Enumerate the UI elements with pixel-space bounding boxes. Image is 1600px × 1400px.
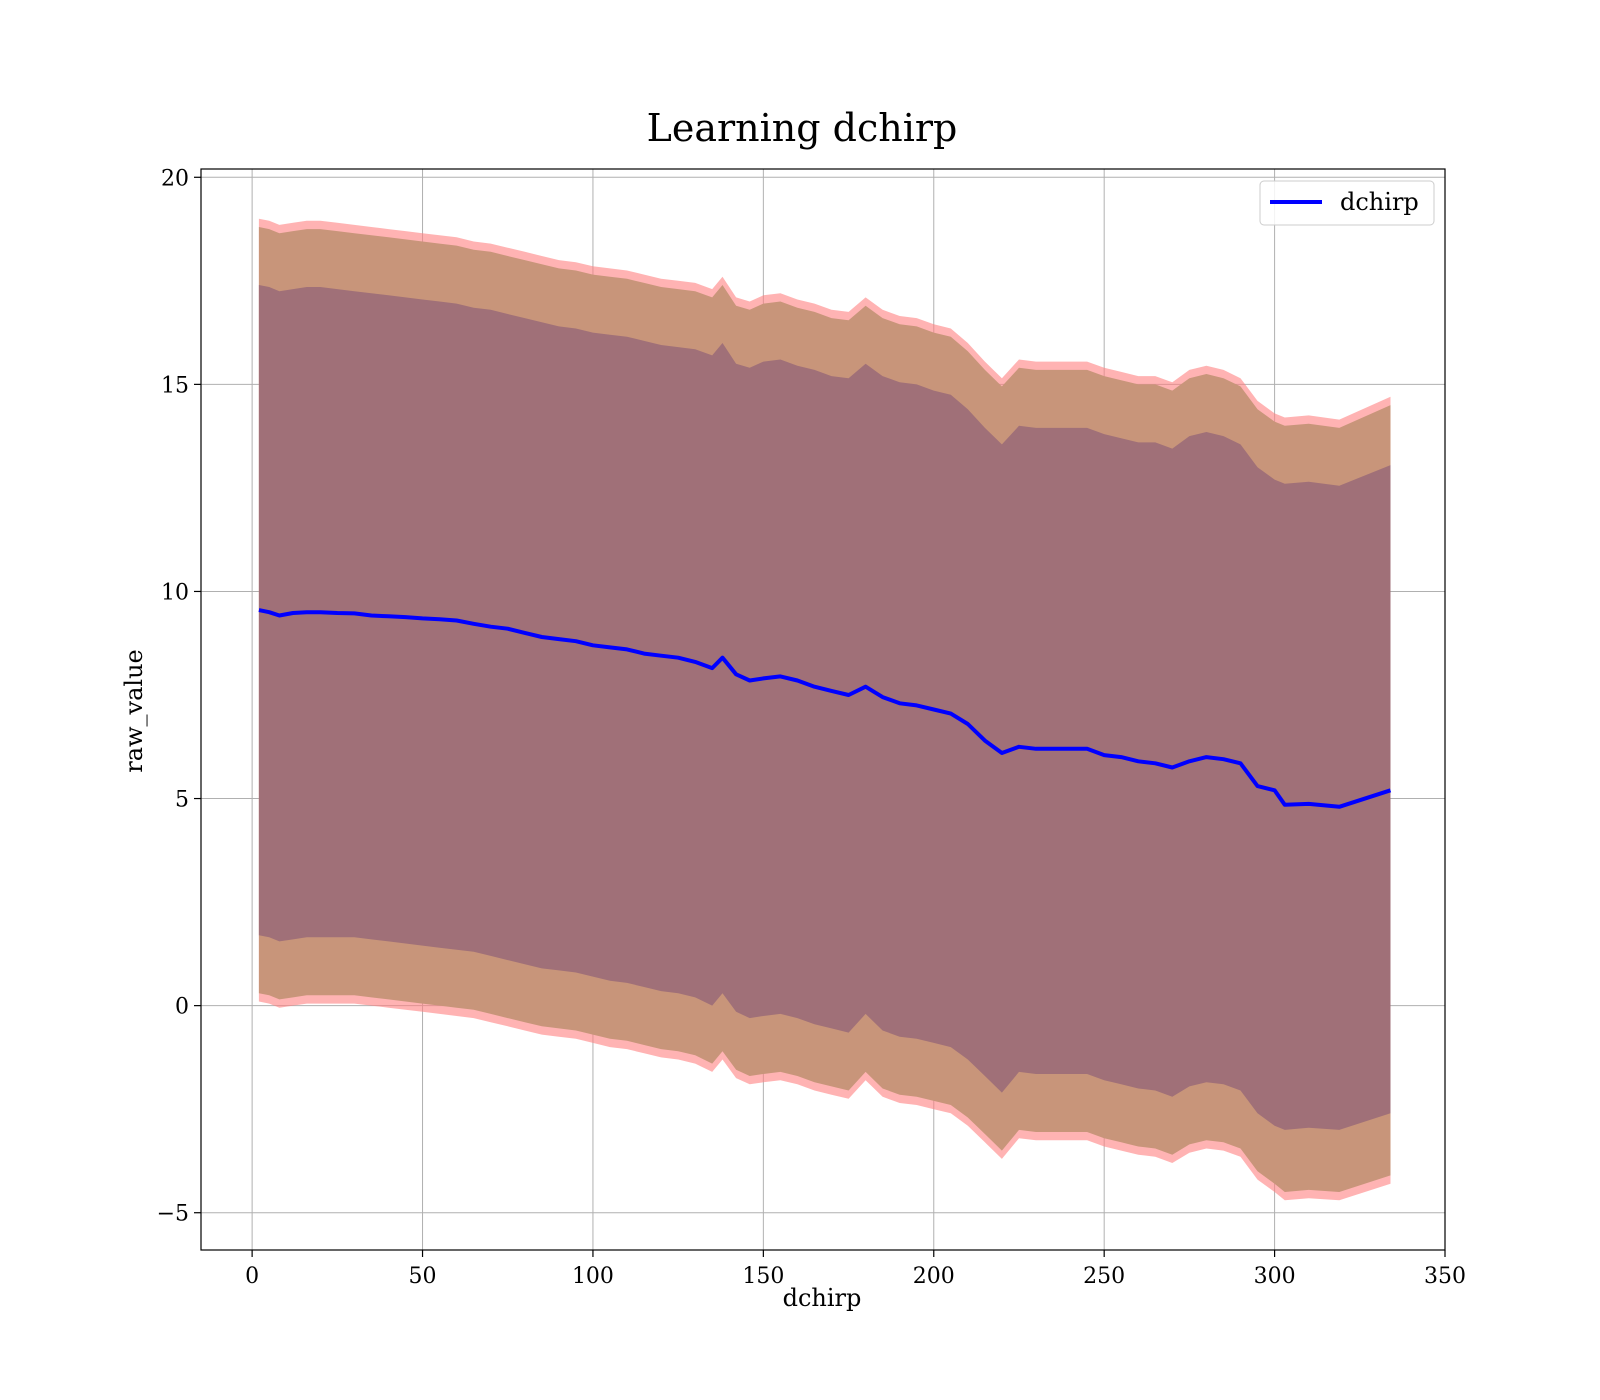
y-tick-label: 15 [161, 373, 189, 398]
x-tick-label: 300 [1254, 1264, 1296, 1289]
legend: dchirp [1259, 180, 1435, 226]
legend-label: dchirp [1340, 188, 1419, 216]
chart-title: Learning dchirp [647, 106, 958, 150]
x-tick-label: 200 [913, 1264, 955, 1289]
axis-ticks: 0 50 100 150 200 250 300 350 −5 0 5 10 15 20 [157, 166, 1466, 1289]
x-axis-label: dchirp [783, 1284, 862, 1312]
series-lines [258, 608, 1392, 809]
legend-box [1259, 180, 1435, 226]
x-tick-label: 100 [572, 1264, 614, 1289]
y-tick-label: 10 [161, 580, 189, 605]
y-tick-label: 5 [175, 788, 189, 813]
x-tick-label: 250 [1083, 1264, 1125, 1289]
plot-frame [200, 168, 1446, 1251]
y-tick-label: 20 [161, 166, 189, 191]
inner-band-area [258, 285, 1391, 1130]
x-tick-label: 0 [245, 1264, 259, 1289]
y-tick-label: −5 [157, 1202, 189, 1227]
x-tick-label: 350 [1424, 1264, 1466, 1289]
y-axis-label: raw_value [120, 649, 148, 773]
x-tick-label: 150 [742, 1264, 784, 1289]
confidence-bands [258, 218, 1391, 1201]
y-tick-label: 0 [175, 995, 189, 1020]
x-tick-label: 50 [409, 1264, 437, 1289]
series-line-dchirp [258, 608, 1392, 809]
